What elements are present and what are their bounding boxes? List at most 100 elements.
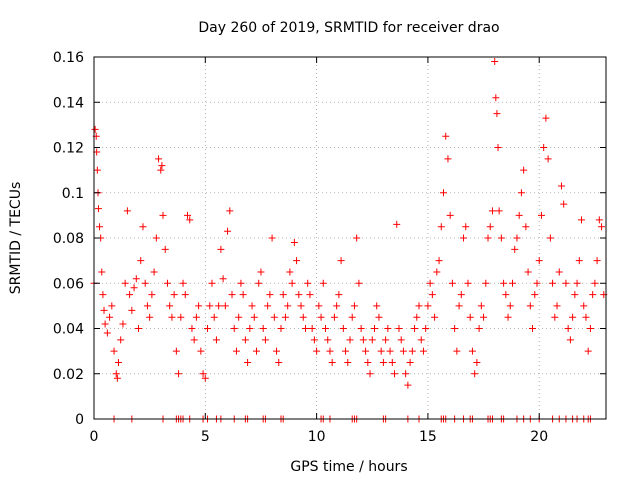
data-point <box>244 358 252 366</box>
data-point <box>557 182 565 190</box>
data-point <box>411 325 419 332</box>
data-point <box>288 279 296 287</box>
data-point <box>566 336 574 344</box>
data-point <box>426 279 434 287</box>
data-point <box>121 279 129 287</box>
y-tick-label: 0.02 <box>53 367 84 383</box>
data-point <box>212 336 220 344</box>
data-point <box>117 336 125 344</box>
data-point <box>546 234 554 242</box>
data-point <box>444 155 452 163</box>
data-point <box>364 358 372 366</box>
data-point <box>183 211 191 219</box>
data-point <box>192 313 200 321</box>
data-point <box>493 110 501 118</box>
data-point <box>486 223 494 231</box>
data-point <box>428 291 436 299</box>
grid <box>94 57 606 419</box>
data-point <box>217 245 225 253</box>
data-point <box>439 189 447 197</box>
data-point <box>513 234 521 242</box>
data-point <box>100 306 108 314</box>
x-tick-label: 5 <box>201 429 210 445</box>
data-point <box>273 347 281 355</box>
data-point <box>417 336 425 344</box>
data-point <box>598 223 606 231</box>
data-point <box>172 347 180 355</box>
data-point <box>379 358 387 366</box>
data-point <box>135 325 143 332</box>
data-point <box>497 234 505 242</box>
data-point <box>492 94 500 102</box>
data-point <box>328 358 336 366</box>
data-point <box>582 313 590 321</box>
data-point <box>235 313 243 321</box>
data-point <box>571 291 579 299</box>
data-point <box>266 291 274 299</box>
data-point <box>586 325 594 332</box>
data-point <box>159 211 167 219</box>
data-point <box>232 347 240 355</box>
data-point <box>199 370 207 378</box>
data-point <box>549 279 557 287</box>
data-point <box>424 302 432 310</box>
data-point <box>168 313 176 321</box>
data-point <box>415 302 423 310</box>
data-point <box>451 325 459 332</box>
data-point <box>114 358 122 366</box>
x-tick-label: 10 <box>308 429 326 445</box>
data-point <box>359 336 367 344</box>
y-tick-label: 0.06 <box>53 276 84 292</box>
data-point <box>119 320 127 328</box>
data-point <box>315 302 323 310</box>
data-point <box>177 313 185 321</box>
data-point <box>158 162 166 170</box>
data-point <box>580 302 588 310</box>
data-point <box>241 336 249 344</box>
data-point <box>313 347 321 355</box>
data-point <box>286 268 294 276</box>
data-point <box>350 302 358 310</box>
data-point <box>155 155 163 163</box>
data-point <box>391 370 399 378</box>
y-tick-label: 0.12 <box>53 141 84 157</box>
data-point <box>143 302 151 310</box>
data-point <box>326 347 334 355</box>
data-point <box>190 336 198 344</box>
data-point <box>206 302 214 310</box>
data-point <box>535 257 543 265</box>
data-point <box>475 325 483 332</box>
data-point <box>310 336 318 344</box>
data-point <box>163 279 171 287</box>
axis-ticks: 0 0.02 0.04 0.06 0.08 0.1 0.12 0.14 0.16 0 5 10 15 20 <box>53 50 606 445</box>
data-point <box>188 325 196 332</box>
x-tick-label: 15 <box>419 429 437 445</box>
data-point <box>299 313 307 321</box>
data-point <box>366 370 374 378</box>
data-point <box>509 279 517 287</box>
data-point <box>368 336 376 344</box>
data-point <box>208 279 216 287</box>
data-point <box>219 275 227 283</box>
data-point <box>569 313 577 321</box>
data-point <box>230 325 238 332</box>
data-point <box>468 347 476 355</box>
data-point <box>593 257 601 265</box>
data-point <box>419 347 427 355</box>
data-point <box>139 223 147 231</box>
data-point <box>433 268 441 276</box>
data-point <box>137 257 145 265</box>
data-point <box>179 279 187 287</box>
data-point <box>281 313 289 321</box>
data-point <box>253 347 261 355</box>
data-point <box>457 291 465 299</box>
data-point <box>91 125 99 133</box>
data-point <box>595 216 603 224</box>
data-point <box>555 268 563 276</box>
data-point <box>110 347 118 355</box>
data-point <box>335 291 343 299</box>
data-point <box>210 313 218 321</box>
data-point <box>524 268 532 276</box>
data-point <box>148 291 156 299</box>
data-point <box>520 166 528 174</box>
